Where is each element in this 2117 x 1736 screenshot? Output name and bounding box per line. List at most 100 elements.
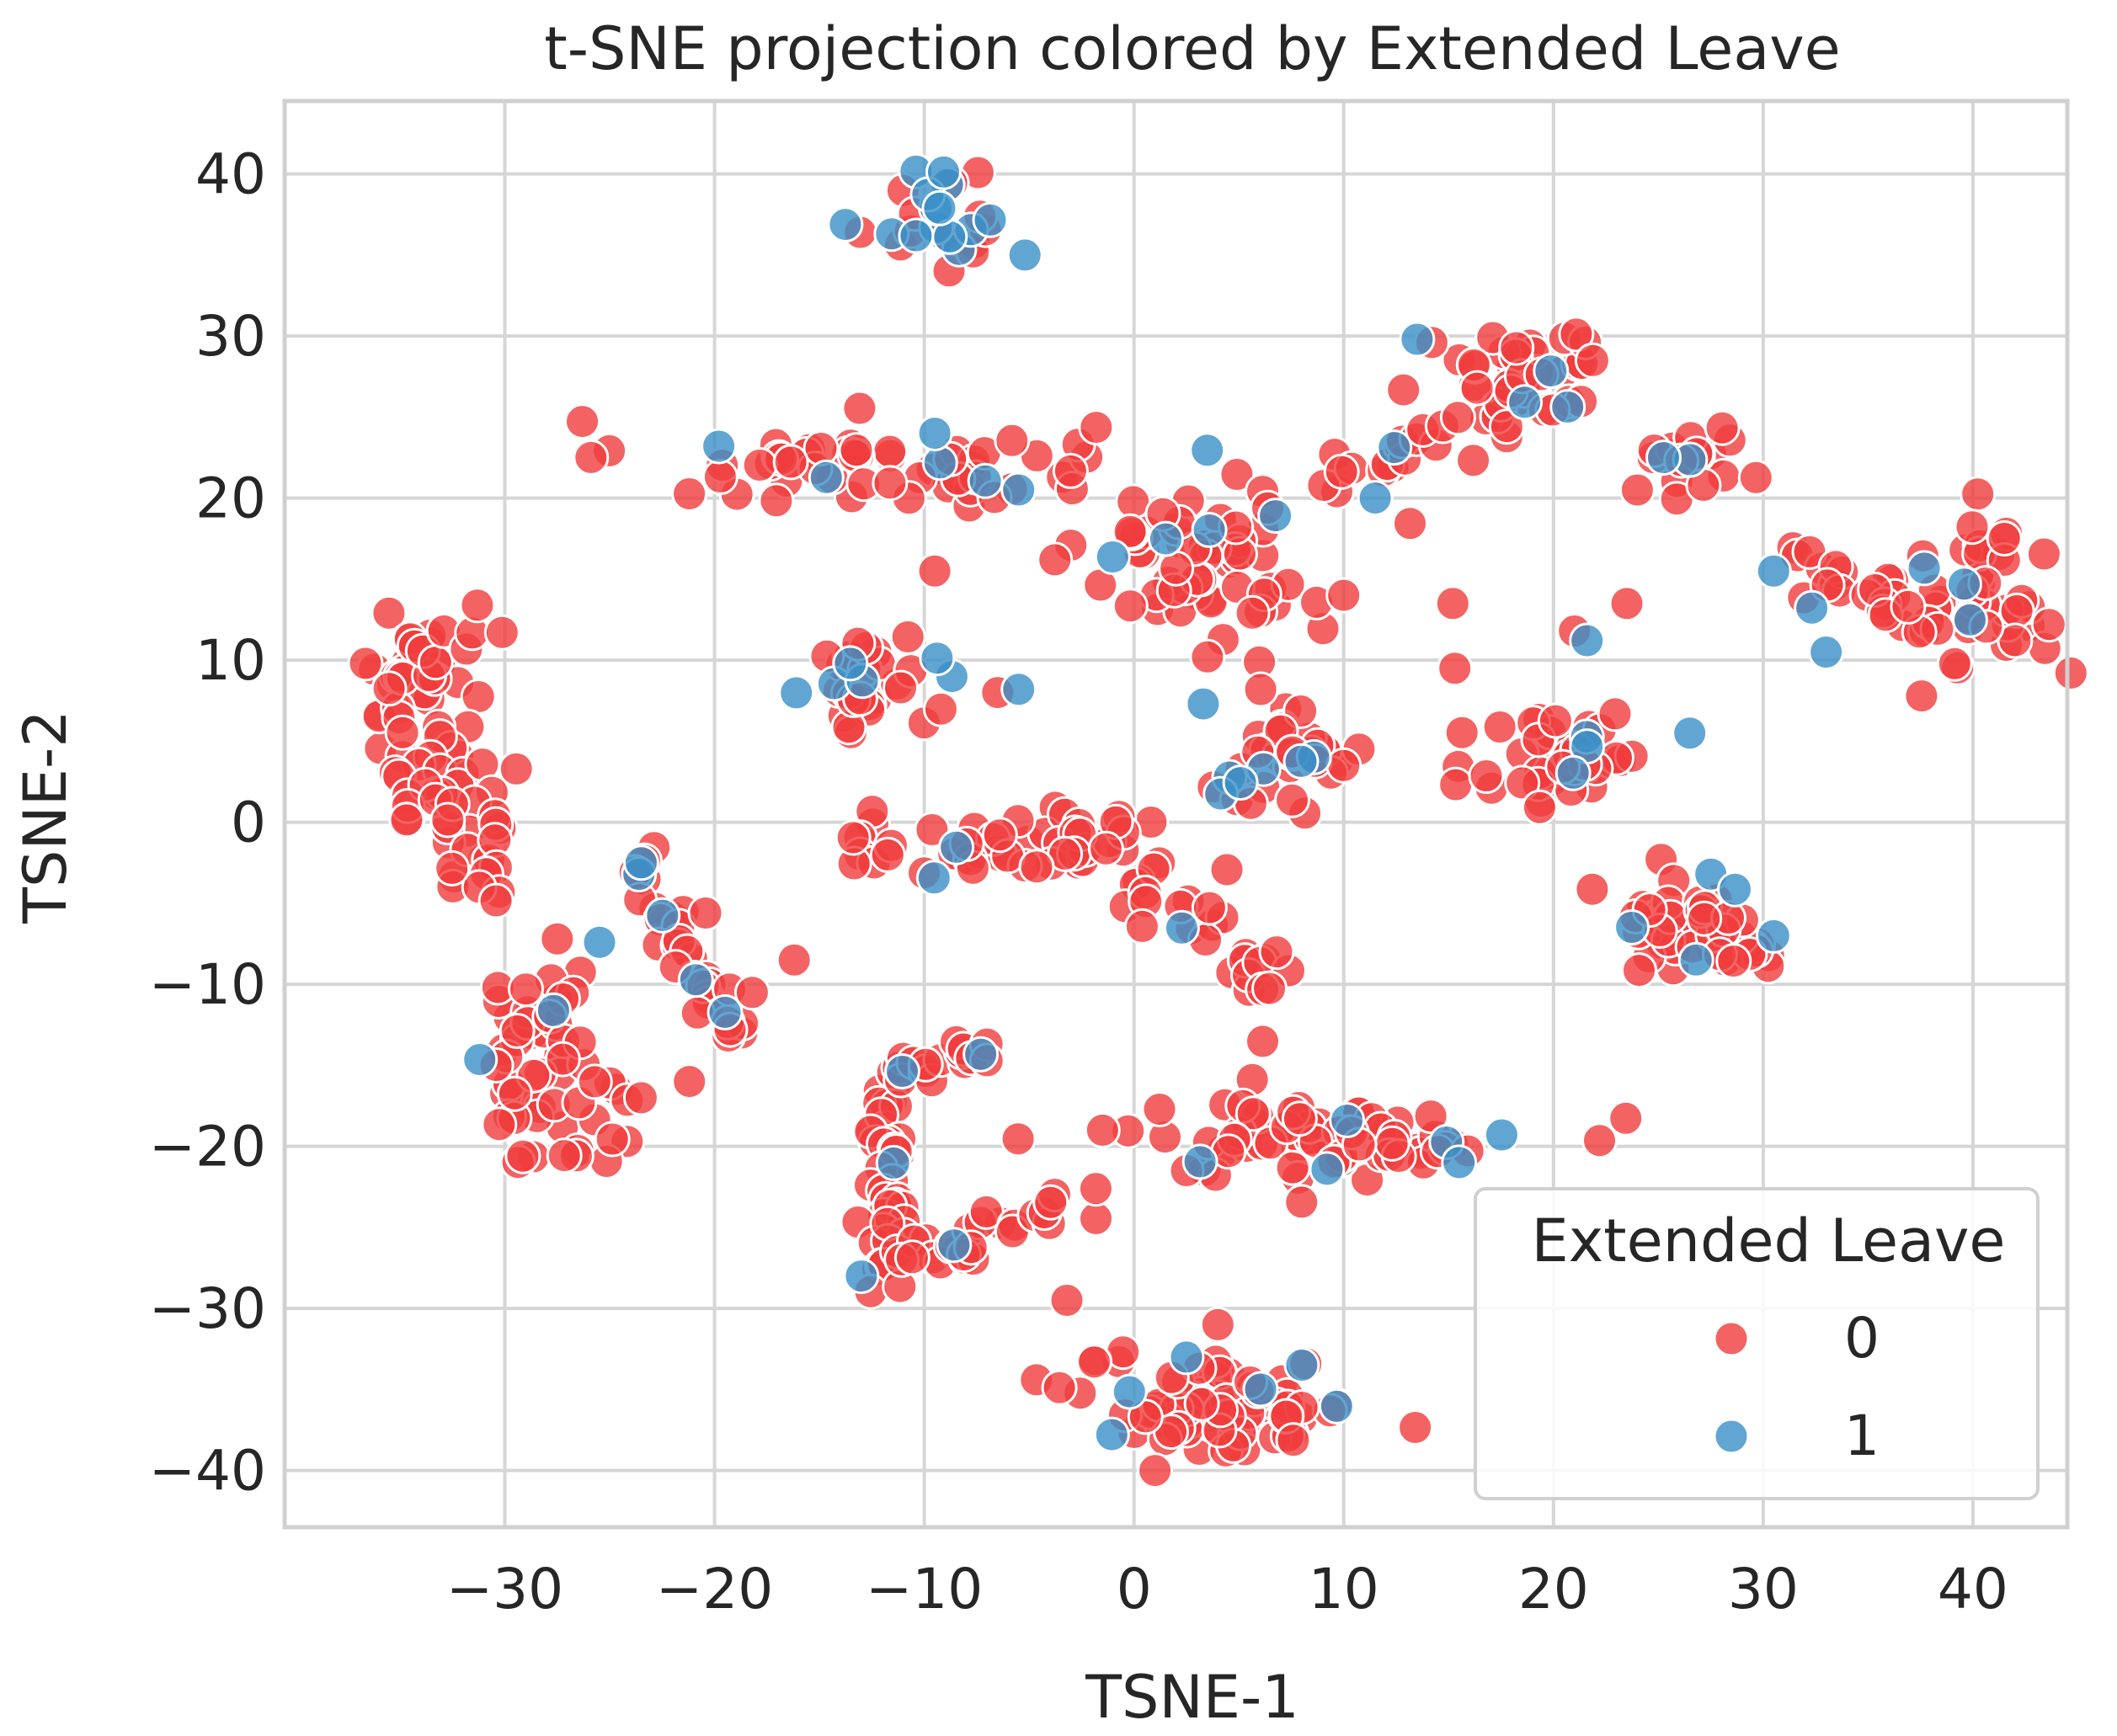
point-extended-leave-0 [1112,588,1149,625]
point-extended-leave-0 [1258,934,1295,971]
point-extended-leave-0 [994,422,1031,459]
point-extended-leave-0 [687,895,724,931]
point-extended-leave-0 [1618,471,1656,509]
point-extended-leave-1 [843,1258,880,1295]
point-extended-leave-1 [1906,550,1943,587]
point-extended-leave-0 [1275,1422,1312,1459]
point-extended-leave-0 [1715,943,1752,980]
point-extended-leave-1 [1672,715,1709,752]
point-extended-leave-0 [1498,329,1535,366]
point-extended-leave-0 [889,618,926,655]
point-extended-leave-1 [963,1036,1000,1073]
point-extended-leave-0 [1704,409,1741,446]
point-extended-leave-1 [1677,941,1714,978]
point-extended-leave-1 [915,860,952,897]
point-extended-leave-0 [838,432,875,469]
point-extended-leave-1 [1006,237,1043,274]
point-extended-leave-1 [936,1227,973,1264]
point-extended-leave-0 [1581,1122,1618,1159]
point-extended-leave-0 [1191,889,1228,926]
point-extended-leave-1 [921,189,958,226]
point-extended-leave-0 [1737,459,1774,496]
point-extended-leave-0 [1504,764,1541,801]
point-extended-leave-1 [1168,1339,1205,1376]
point-extended-leave-0 [371,670,408,707]
point-extended-leave-1 [1318,1387,1355,1424]
y-axis-label: TSNE-2 [11,710,80,924]
point-extended-leave-0 [1608,585,1645,622]
point-extended-leave-1 [1191,512,1228,548]
point-extended-leave-0 [1076,1344,1112,1381]
point-extended-leave-0 [1890,588,1927,625]
point-extended-leave-0 [1412,1098,1449,1135]
point-extended-leave-1 [1399,321,1436,358]
point-extended-leave-0 [1242,671,1279,708]
point-extended-leave-0 [1998,592,2035,629]
point-extended-leave-0 [922,690,959,727]
point-extended-leave-0 [544,1041,581,1078]
point-extended-leave-0 [1488,408,1525,445]
x-tick-label: 0 [1117,1557,1152,1622]
point-extended-leave-0 [508,971,544,1008]
point-extended-leave-0 [1141,1091,1178,1127]
x-ticks: −30 −20 −10 0 10 20 30 40 [446,1557,2008,1622]
legend-box [1474,1187,2040,1500]
point-extended-leave-1 [921,445,958,482]
point-extended-leave-0 [1597,695,1634,732]
point-extended-leave-1 [701,428,738,465]
y-tick-label: −10 [149,952,266,1017]
point-extended-leave-1 [1189,432,1226,469]
y-tick-label: 0 [231,791,266,855]
point-extended-leave-0 [1439,399,1476,436]
point-extended-leave-0 [1621,952,1657,989]
point-extended-leave-0 [1199,1306,1236,1343]
point-extended-leave-1 [875,1144,912,1181]
y-tick-label: −20 [149,1115,266,1180]
point-extended-leave-0 [1037,541,1074,578]
point-extended-leave-0 [460,679,497,715]
point-extended-leave-0 [622,1079,659,1116]
point-extended-leave-0 [883,669,919,706]
plot-frame [282,99,2070,1530]
point-extended-leave-0 [1574,871,1611,908]
point-extended-leave-0 [1481,709,1518,745]
point-extended-leave-1 [581,924,618,961]
point-extended-leave-1 [1376,429,1413,466]
point-extended-leave-1 [938,828,975,865]
legend-label-1: 1 [1844,1403,1880,1468]
x-tick-label: −20 [656,1557,773,1622]
point-extended-leave-1 [622,844,659,881]
point-extended-leave-0 [496,1075,533,1112]
point-extended-leave-0 [1078,409,1115,446]
point-extended-leave-1 [644,897,681,934]
point-extended-leave-0 [388,801,425,839]
point-extended-leave-0 [1000,1121,1037,1158]
y-tick-label: −30 [149,1276,266,1341]
legend-title: Extended Leave [1532,1206,2006,1275]
point-extended-leave-0 [1986,520,2023,556]
point-extended-leave-1 [916,415,953,452]
point-extended-leave-0 [1078,1200,1114,1237]
point-extended-leave-0 [1041,1369,1078,1406]
points [347,152,2089,1489]
point-extended-leave-0 [2025,535,2062,572]
legend: Extended Leave 0 1 [1474,1187,2040,1500]
point-extended-leave-1 [1554,754,1592,791]
point-extended-leave-0 [576,1063,613,1100]
point-extended-leave-1 [1181,1143,1218,1180]
point-extended-leave-1 [972,201,1009,238]
point-extended-leave-0 [2052,654,2089,691]
point-extended-leave-1 [1329,1102,1366,1138]
point-extended-leave-1 [1111,1373,1148,1410]
point-extended-leave-1 [884,1053,920,1089]
point-extended-leave-0 [1208,851,1245,888]
point-extended-leave-0 [1960,476,1997,513]
point-extended-leave-0 [459,587,496,624]
point-extended-leave-0 [546,1137,583,1174]
point-extended-leave-0 [499,1013,536,1049]
point-extended-leave-1 [461,1041,499,1078]
point-extended-leave-0 [564,403,600,440]
point-extended-leave-1 [1163,909,1200,946]
point-extended-leave-1 [1794,589,1831,626]
point-extended-leave-0 [1234,594,1271,631]
